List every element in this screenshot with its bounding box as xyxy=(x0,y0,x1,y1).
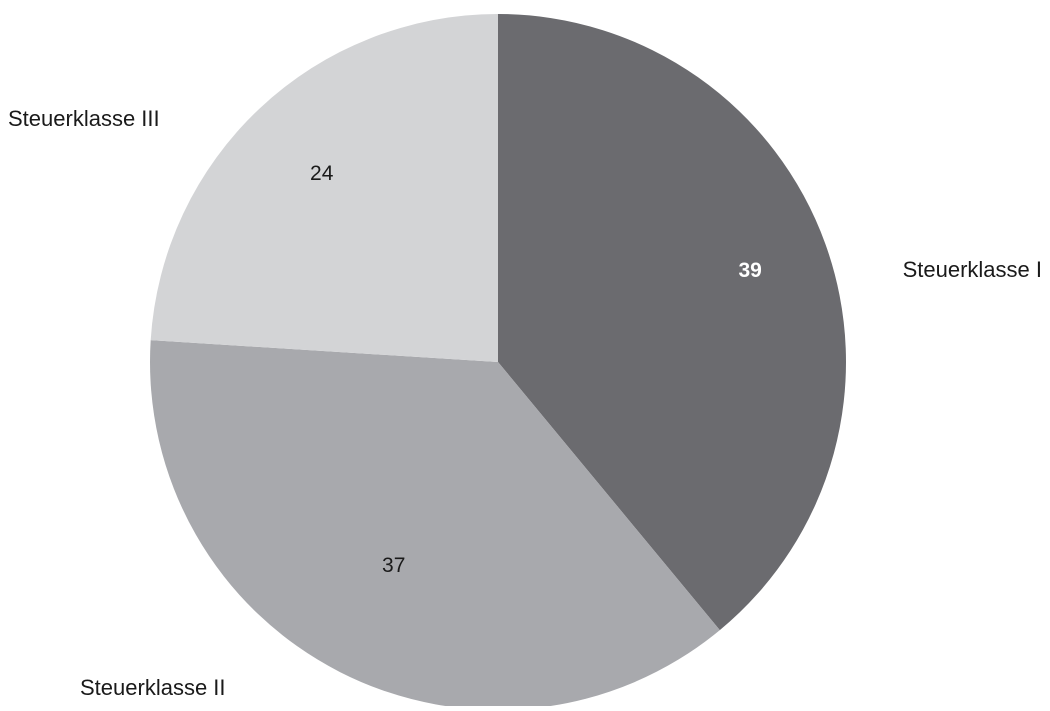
pie-slice-3 xyxy=(150,14,498,362)
slice-category-label-2: Steuerklasse II xyxy=(80,675,226,700)
data-label-1: 39 xyxy=(738,259,761,282)
pie-slice-1 xyxy=(498,14,846,631)
slices-layer xyxy=(150,14,846,710)
data-label-3: 24 xyxy=(310,162,334,185)
pie-slice-2 xyxy=(150,340,720,710)
slice-category-label-1: Steuerklasse I xyxy=(903,257,1042,282)
labels-layer: 39 Steuerklasse I 37 Steuerklasse II 24 Steue… xyxy=(8,106,1042,700)
data-label-2: 37 xyxy=(382,554,405,577)
slice-category-label-3: Steuerklasse III xyxy=(8,106,160,131)
